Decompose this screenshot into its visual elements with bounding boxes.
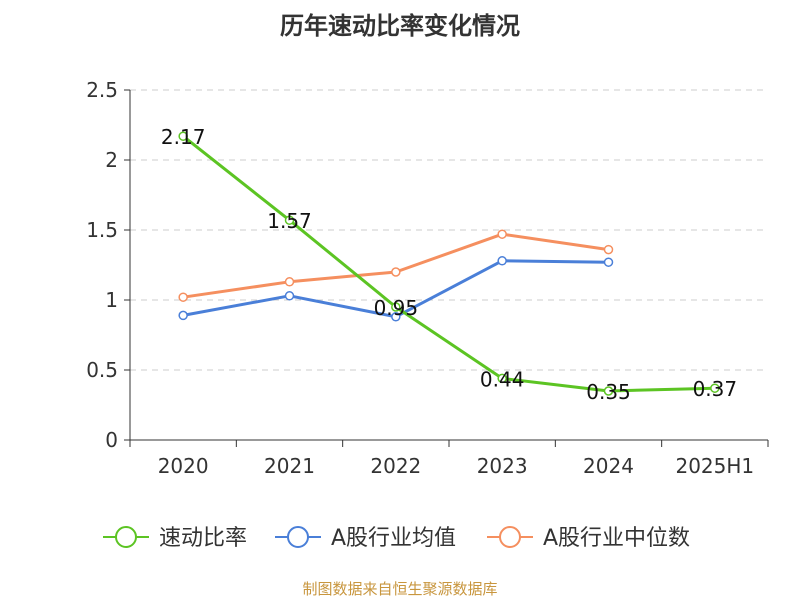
x-tick-label: 2023 (477, 454, 528, 478)
series-3 (178, 229, 614, 302)
legend-marker (287, 526, 309, 548)
y-tick-label: 2 (105, 148, 118, 172)
legend-marker (499, 526, 521, 548)
data-point[interactable] (178, 131, 188, 141)
series-line-1 (182, 135, 715, 393)
data-point[interactable] (284, 277, 295, 287)
legend-label: A股行业均值 (331, 526, 456, 551)
data-labels: 2.17 1.57 0.95 0.44 0.35 0.37 (161, 125, 737, 404)
data-point[interactable] (497, 256, 507, 266)
data-label: 1.57 (267, 209, 312, 233)
y-tick-label: 2.5 (86, 78, 118, 102)
legend-label: A股行业中位数 (543, 526, 690, 551)
data-point[interactable] (603, 386, 614, 396)
series-group (178, 131, 720, 396)
x-tick-label: 2021 (264, 454, 315, 478)
series-1 (178, 131, 720, 396)
data-label: 0.35 (586, 380, 631, 404)
data-point[interactable] (391, 267, 401, 277)
source-note: 制图数据来自恒生聚源数据库 (302, 580, 498, 598)
y-tick-label: 0 (105, 428, 118, 452)
data-point[interactable] (497, 373, 507, 384)
data-point[interactable] (178, 292, 188, 302)
y-tick-label: 0.5 (86, 358, 118, 382)
y-tick-label: 1.5 (86, 218, 118, 242)
data-label: 2.17 (161, 125, 206, 149)
x-tick-label: 2020 (158, 454, 209, 478)
data-label: 0.95 (374, 296, 419, 320)
grid (130, 89, 768, 371)
x-tick-label: 2024 (583, 454, 634, 478)
data-point[interactable] (603, 257, 614, 267)
legend-marker (115, 526, 137, 548)
data-label: 0.44 (480, 367, 525, 391)
data-point[interactable] (391, 302, 401, 312)
legend-item-2[interactable]: A股行业均值 (275, 526, 456, 551)
series-line-3 (182, 232, 609, 299)
data-point[interactable] (603, 244, 614, 255)
legend-item-3[interactable]: A股行业中位数 (487, 526, 690, 551)
legend-label: 速动比率 (159, 526, 247, 551)
data-point[interactable] (497, 229, 507, 239)
x-tick-label: 2025H1 (675, 454, 754, 478)
data-point[interactable] (391, 312, 401, 322)
legend[interactable]: 速动比率 A股行业均值 A股行业中位数 (103, 526, 690, 551)
data-point[interactable] (178, 310, 188, 321)
data-point[interactable] (284, 291, 295, 301)
data-label: 0.37 (693, 377, 738, 401)
data-point[interactable] (284, 215, 295, 225)
data-point[interactable] (710, 383, 720, 393)
axes: 0 0.5 1 1.5 2 2.5 2020 2021 2022 2023 2024 2025H1 (86, 78, 769, 478)
legend-item-1[interactable]: 速动比率 (103, 526, 247, 551)
y-tick-label: 1 (105, 288, 118, 312)
series-2 (178, 256, 614, 322)
x-tick-label: 2022 (370, 454, 421, 478)
chart-title: 历年速动比率变化情况 (280, 12, 520, 40)
